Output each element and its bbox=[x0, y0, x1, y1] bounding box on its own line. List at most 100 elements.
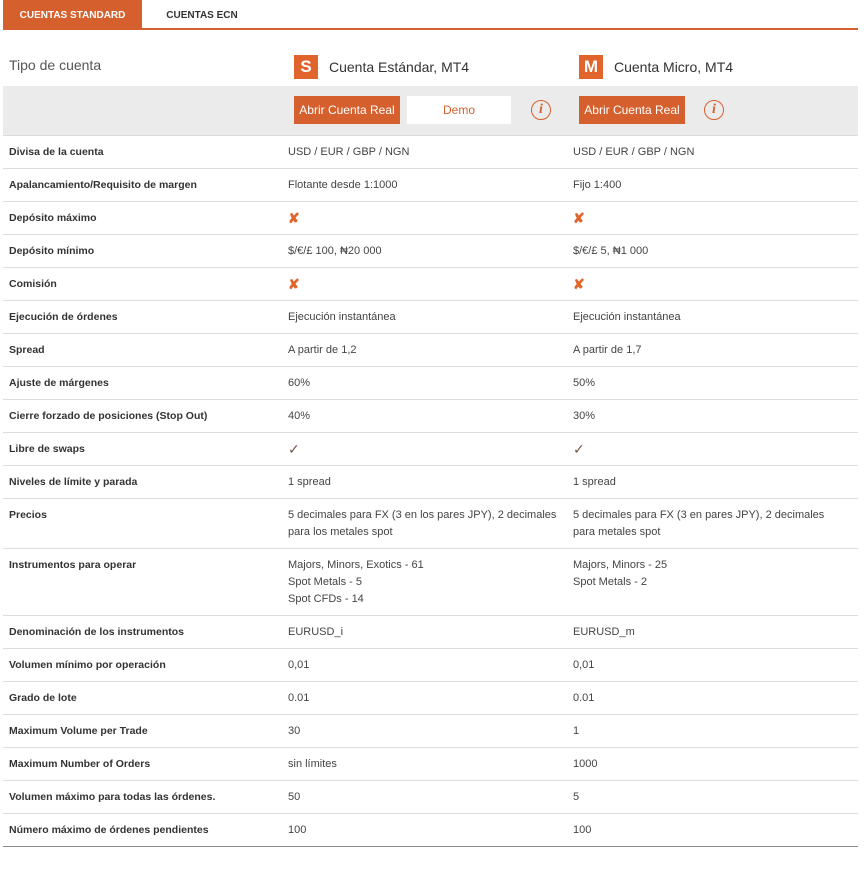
tab[interactable]: CUENTAS STANDARD bbox=[3, 0, 142, 28]
table-row: Ajuste de márgenes 60% 50% bbox=[3, 366, 858, 399]
button-row: Abrir Cuenta Real Demo i Abrir Cuenta Re… bbox=[3, 86, 858, 135]
table-cell: $/€/£ 100, ₦20 000 bbox=[288, 235, 573, 267]
cell-value: 0,01 bbox=[288, 659, 310, 671]
table-cell: EURUSD_m bbox=[573, 616, 853, 648]
cell-value: ✘ bbox=[573, 210, 585, 226]
cell-value: 30% bbox=[573, 410, 596, 422]
table-cell: Fijo 1:400 bbox=[573, 169, 853, 201]
table-row: Libre de swaps ✓ ✓ bbox=[3, 432, 858, 465]
cell-value: Ejecución instantánea bbox=[573, 311, 681, 323]
table-cell: USD / EUR / GBP / NGN bbox=[288, 136, 573, 168]
cell-value: 1 spread bbox=[573, 476, 616, 488]
table-cell: ✘ bbox=[573, 202, 853, 234]
account-badge: M bbox=[579, 55, 603, 79]
cell-value: Flotante desde 1:1000 bbox=[288, 179, 398, 191]
table-cell: 40% bbox=[288, 400, 573, 432]
info-icon[interactable]: i bbox=[531, 100, 551, 120]
cell-value: 100 bbox=[288, 824, 307, 836]
table-cell: A partir de 1,2 bbox=[288, 334, 573, 366]
table-row: Maximum Volume per Trade 30 1 bbox=[3, 714, 858, 747]
cell-value: 0.01 bbox=[573, 692, 595, 704]
row-label: Niveles de límite y parada bbox=[9, 476, 138, 488]
table-cell: Majors, Minors, Exotics - 61 Spot Metals … bbox=[288, 549, 573, 615]
table-row: Divisa de la cuenta USD / EUR / GBP / NGN… bbox=[3, 135, 858, 168]
tab-bar: CUENTAS STANDARD CUENTAS ECN bbox=[3, 0, 858, 30]
cell-value: 5 bbox=[573, 791, 580, 803]
cell-value: USD / EUR / GBP / NGN bbox=[573, 146, 695, 158]
row-label: Grado de lote bbox=[9, 692, 77, 704]
cell-value: 1 spread bbox=[288, 476, 331, 488]
table-cell: 1 bbox=[573, 715, 853, 747]
table-row: Apalancamiento/Requisito de margen Flotan… bbox=[3, 168, 858, 201]
cell-value: ✘ bbox=[288, 210, 300, 226]
row-label: Comisión bbox=[9, 278, 57, 290]
row-label: Ejecución de órdenes bbox=[9, 311, 118, 323]
row-label: Apalancamiento/Requisito de margen bbox=[9, 179, 197, 191]
table-cell: 0.01 bbox=[288, 682, 573, 714]
cell-value: EURUSD_i bbox=[288, 626, 344, 638]
table-cell: Ejecución instantánea bbox=[573, 301, 853, 333]
table-cell: 50 bbox=[288, 781, 573, 813]
header-label: Tipo de cuenta bbox=[9, 57, 102, 73]
open-account-button[interactable]: Abrir Cuenta Real bbox=[294, 96, 400, 124]
cell-value: sin límites bbox=[288, 758, 337, 770]
row-label: Ajuste de márgenes bbox=[9, 377, 109, 389]
cell-value: 30 bbox=[288, 725, 301, 737]
table-cell: 0,01 bbox=[573, 649, 853, 681]
cell-value: A partir de 1,2 bbox=[288, 344, 357, 356]
table-cell: 30% bbox=[573, 400, 853, 432]
table-row: Volumen mínimo por operación 0,01 0,01 bbox=[3, 648, 858, 681]
row-label: Precios bbox=[9, 509, 47, 521]
table-row: Maximum Number of Orders sin límites 1000 bbox=[3, 747, 858, 780]
account-name: Cuenta Micro, MT4 bbox=[614, 59, 734, 75]
table-cell: ✘ bbox=[573, 268, 853, 300]
demo-button[interactable]: Demo bbox=[407, 96, 511, 124]
table-row: Cierre forzado de posiciones (Stop Out) 4… bbox=[3, 399, 858, 432]
cell-value: ✓ bbox=[573, 441, 585, 457]
cell-value: 1000 bbox=[573, 758, 598, 770]
cell-line: Spot Metals - 2 bbox=[573, 576, 647, 588]
cell-line: Majors, Minors - 25 bbox=[573, 559, 668, 571]
table-row: Depósito máximo ✘ ✘ bbox=[3, 201, 858, 234]
table-cell: 0.01 bbox=[573, 682, 853, 714]
table-cell: ✓ bbox=[573, 433, 853, 465]
cell-value: 0,01 bbox=[573, 659, 595, 671]
cell-value: 60% bbox=[288, 377, 311, 389]
table-cell: 5 decimales para FX (3 en pares JPY), 2 … bbox=[573, 499, 853, 548]
open-account-button[interactable]: Abrir Cuenta Real bbox=[579, 96, 685, 124]
table-cell: 5 bbox=[573, 781, 853, 813]
table-row: Comisión ✘ ✘ bbox=[3, 267, 858, 300]
table-cell: 60% bbox=[288, 367, 573, 399]
cell-value: 50% bbox=[573, 377, 596, 389]
table-cell: 0,01 bbox=[288, 649, 573, 681]
row-label: Maximum Volume per Trade bbox=[9, 725, 148, 737]
cell-value: A partir de 1,7 bbox=[573, 344, 642, 356]
table-cell: 50% bbox=[573, 367, 853, 399]
row-label: Volumen máximo para todas las órdenes. bbox=[9, 791, 216, 803]
cell-value: 40% bbox=[288, 410, 311, 422]
cell-value: Ejecución instantánea bbox=[288, 311, 396, 323]
cell-value: ✓ bbox=[288, 441, 300, 457]
table-row: Denominación de los instrumentos EURUSD_i… bbox=[3, 615, 858, 648]
table-cell: 100 bbox=[573, 814, 853, 846]
table-cell: USD / EUR / GBP / NGN bbox=[573, 136, 853, 168]
table-row: Niveles de límite y parada 1 spread 1 spre… bbox=[3, 465, 858, 498]
table-cell: EURUSD_i bbox=[288, 616, 573, 648]
comparison-table: Divisa de la cuenta USD / EUR / GBP / NGN… bbox=[3, 135, 858, 847]
row-label: Libre de swaps bbox=[9, 443, 85, 455]
table-row: Número máximo de órdenes pendientes 100 10… bbox=[3, 813, 858, 846]
cell-value: 100 bbox=[573, 824, 592, 836]
row-label: Instrumentos para operar bbox=[9, 559, 137, 571]
table-cell: ✘ bbox=[288, 202, 573, 234]
table-row: Spread A partir de 1,2 A partir de 1,7 bbox=[3, 333, 858, 366]
row-label: Maximum Number of Orders bbox=[9, 758, 151, 770]
account-name: Cuenta Estándar, MT4 bbox=[329, 59, 470, 75]
info-icon[interactable]: i bbox=[704, 100, 724, 120]
table-cell: ✘ bbox=[288, 268, 573, 300]
tab[interactable]: CUENTAS ECN bbox=[166, 10, 238, 21]
cell-line: Majors, Minors, Exotics - 61 bbox=[288, 559, 424, 571]
cell-line: Spot CFDs - 14 bbox=[288, 593, 364, 605]
cell-value: 0.01 bbox=[288, 692, 310, 704]
cell-value: Fijo 1:400 bbox=[573, 179, 622, 191]
row-label: Denominación de los instrumentos bbox=[9, 626, 185, 638]
